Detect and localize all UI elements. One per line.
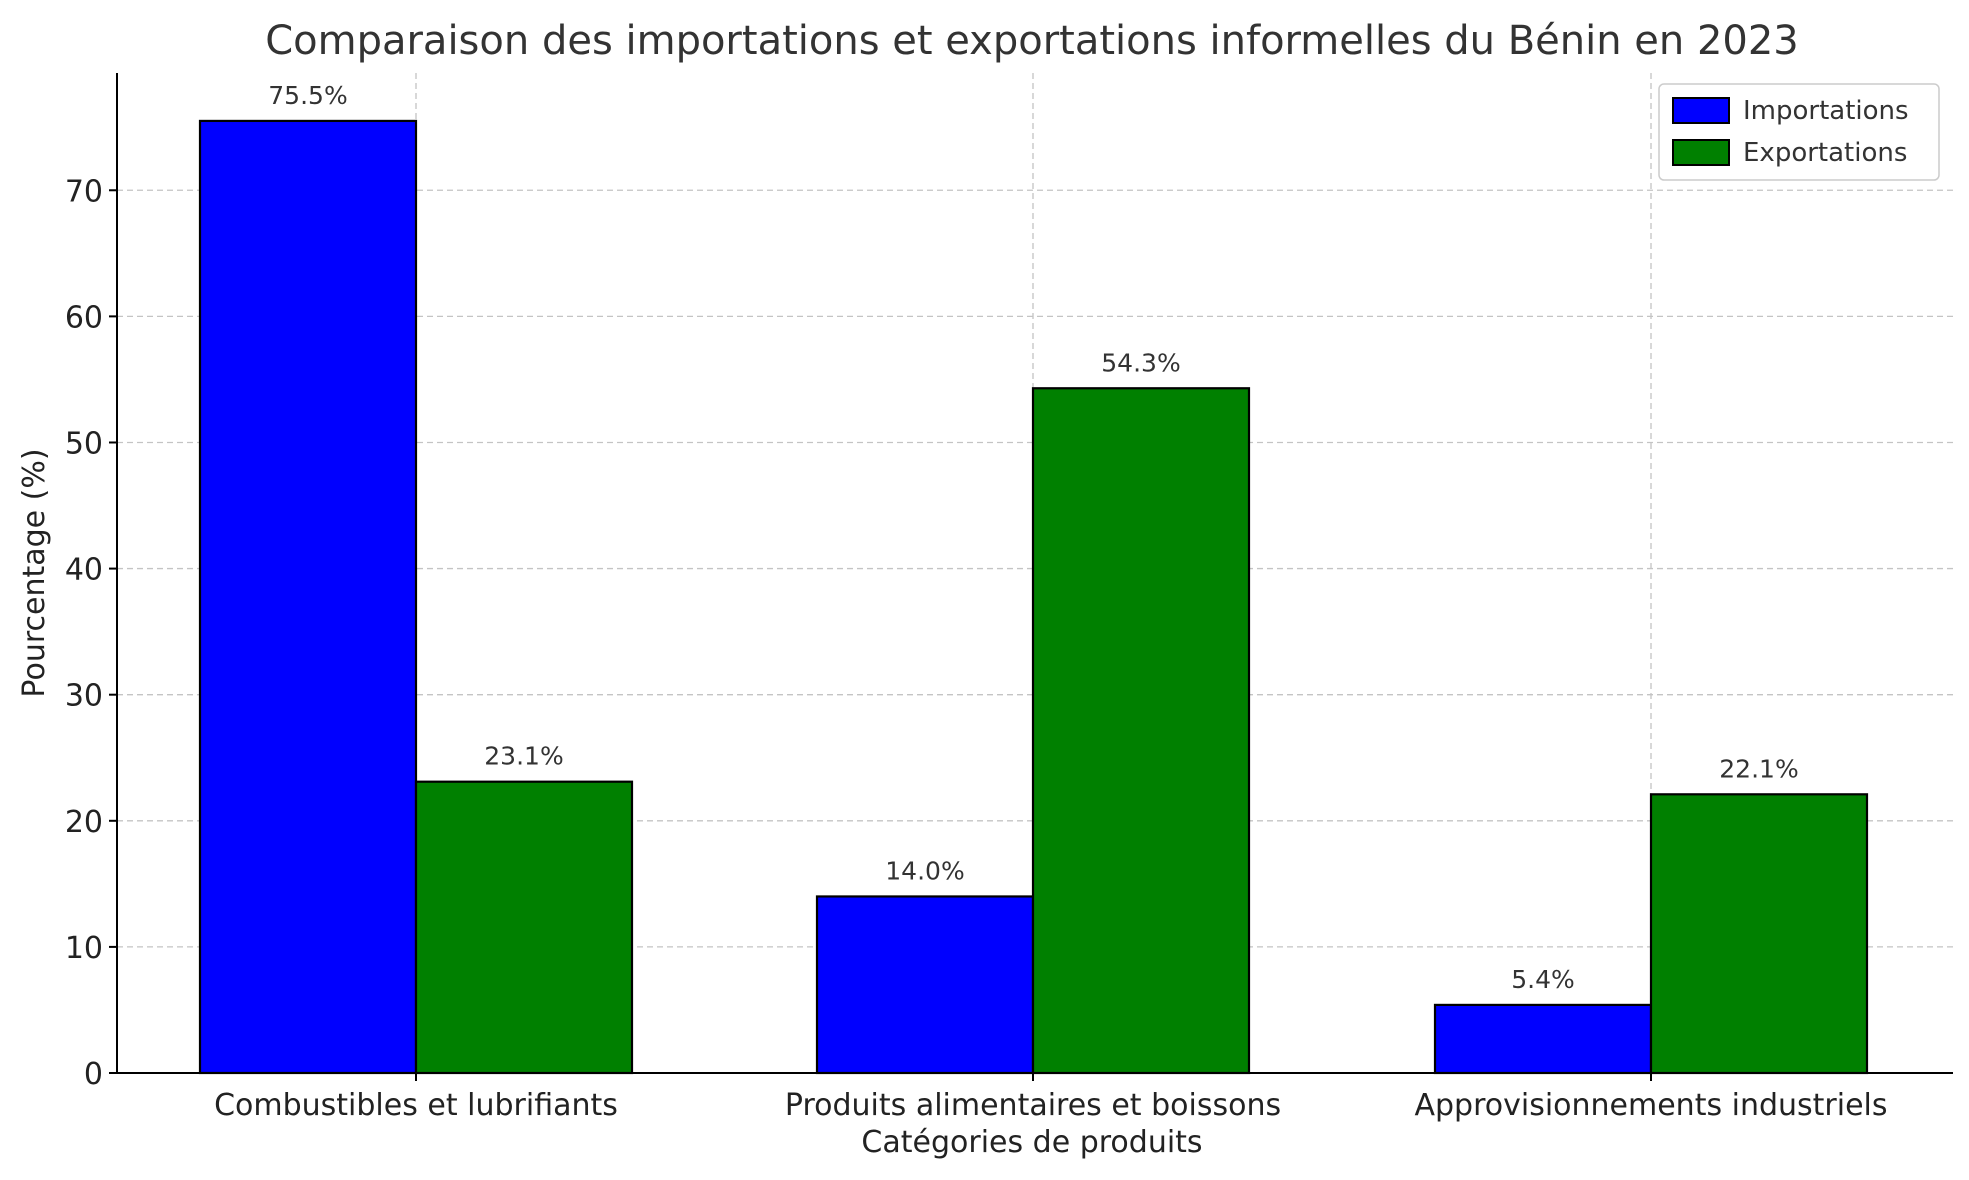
y-tick-label: 60 xyxy=(65,300,103,335)
bar-value-label: 22.1% xyxy=(1719,754,1798,783)
bar-value-label: 5.4% xyxy=(1511,965,1575,994)
legend-swatch xyxy=(1672,139,1730,166)
bar-value-label: 23.1% xyxy=(484,742,563,771)
bars xyxy=(198,119,1869,1075)
bar-importations xyxy=(198,119,418,1075)
y-tick-label: 20 xyxy=(65,805,103,840)
legend-label: Importations xyxy=(1743,96,1909,126)
chart-title: Comparaison des importations et exportat… xyxy=(265,18,1799,64)
bar-importations xyxy=(1433,1003,1653,1075)
x-axis-title: Catégories de produits xyxy=(861,1125,1202,1160)
y-axis-title: Pourcentage (%) xyxy=(17,448,52,697)
bar-value-label: 14.0% xyxy=(885,856,964,885)
y-tick-label: 40 xyxy=(65,553,103,588)
x-tick-label: Approvisionnements industriels xyxy=(1414,1088,1887,1123)
y-tick-label: 50 xyxy=(65,426,103,461)
y-tick-label: 0 xyxy=(84,1057,103,1092)
legend-label: Exportations xyxy=(1743,138,1907,168)
y-tick-label: 70 xyxy=(65,174,103,209)
bar-value-label: 75.5% xyxy=(268,81,347,110)
y-tick-label: 30 xyxy=(65,679,103,714)
bar-exportations xyxy=(1031,387,1251,1075)
bar-importations xyxy=(815,895,1035,1075)
bar-exportations xyxy=(414,780,634,1075)
legend-swatch xyxy=(1672,97,1730,124)
x-tick-label: Combustibles et lubrifiants xyxy=(214,1088,618,1123)
axes: 0 10 20 30 40 50 60 70 Combustibles et lubrifian… xyxy=(65,73,1953,1123)
legend: Importations Exportations xyxy=(1658,83,1940,181)
bar-value-label: 54.3% xyxy=(1101,348,1180,377)
x-tick-label: Produits alimentaires et boissons xyxy=(785,1088,1281,1123)
bar-exportations xyxy=(1649,793,1869,1075)
y-tick-label: 10 xyxy=(65,931,103,966)
data-labels: 75.5% 23.1% 14.0% 54.3% 5.4% 22.1% xyxy=(268,81,1798,994)
